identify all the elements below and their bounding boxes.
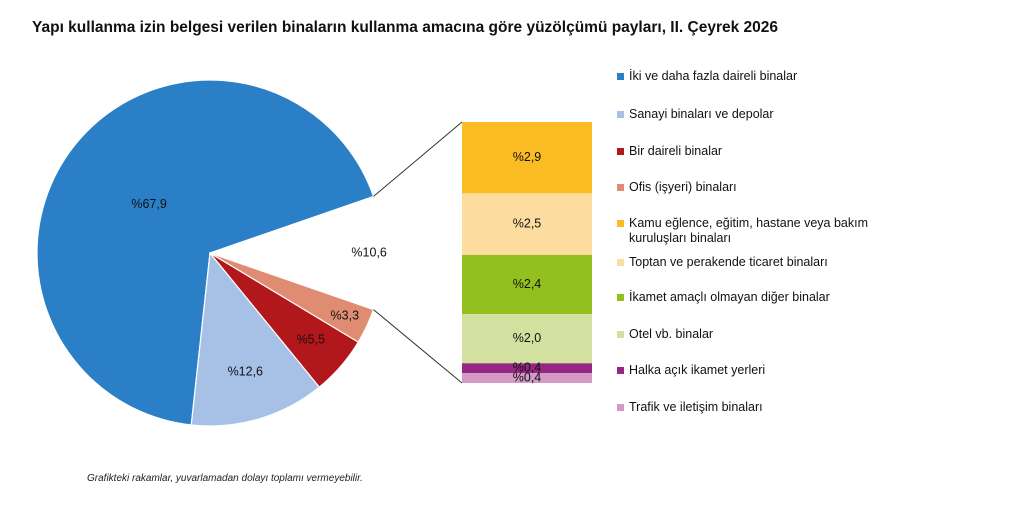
pie-slice-label: %5,5 xyxy=(296,332,325,346)
pie-slice xyxy=(190,251,321,427)
legend-swatch xyxy=(617,220,624,227)
legend-label: Kamu eğlence, eğitim, hastane veya bakım… xyxy=(629,216,869,245)
pie-slice-label: %12,6 xyxy=(228,365,263,379)
pie-group: %67,9 %12,6 %5,5 %3,3 %10,6 xyxy=(36,79,387,427)
bar-segment xyxy=(462,373,592,383)
bar-segment-label: %2,4 xyxy=(513,277,542,291)
pie-slice-label: %67,9 xyxy=(131,197,166,211)
bar-segment-label: %0,4 xyxy=(513,370,542,384)
legend-item: Bir daireli binalar xyxy=(617,144,869,159)
bar-segment xyxy=(462,363,592,374)
legend-swatch xyxy=(617,73,624,80)
legend-label: Halka açık ikamet yerleri xyxy=(629,363,766,377)
bar-segment xyxy=(462,122,592,194)
pie-slice xyxy=(36,79,375,426)
bar-segment-label: %0,4 xyxy=(513,360,542,374)
legend-label: Ofis (işyeri) binaları xyxy=(629,180,737,194)
pie-slice xyxy=(209,252,375,343)
pie-slice-label: %3,3 xyxy=(331,308,360,322)
legend-label: Bir daireli binalar xyxy=(629,144,723,158)
legend-swatch xyxy=(617,367,624,374)
legend-swatch xyxy=(617,404,624,411)
legend-item: İki ve daha fazla daireli binalar xyxy=(617,69,869,84)
bar-segment-label: %2,0 xyxy=(513,331,542,345)
bar-segment xyxy=(462,314,592,364)
other-slice-label: %10,6 xyxy=(351,245,386,259)
legend-item: Halka açık ikamet yerleri xyxy=(617,363,869,378)
legend-item: Trafik ve iletişim binaları xyxy=(617,400,869,415)
chart-title: Yapı kullanma izin belgesi verilen binal… xyxy=(32,19,779,36)
connector-line-top xyxy=(373,121,463,197)
legend-swatch xyxy=(617,294,624,301)
legend-item: Kamu eğlence, eğitim, hastane veya bakım… xyxy=(617,216,869,246)
legend-item: Toptan ve perakende ticaret binaları xyxy=(617,255,869,270)
legend-item: İkamet amaçlı olmayan diğer binalar xyxy=(617,290,869,305)
footnote: Grafikteki rakamlar, yuvarlamadan dolayı… xyxy=(87,473,363,484)
bar-segment-label: %2,5 xyxy=(513,216,542,230)
bar-segment xyxy=(462,193,592,255)
connector-lines xyxy=(373,121,463,384)
legend-label: Toptan ve perakende ticaret binaları xyxy=(629,255,828,269)
legend-item: Ofis (işyeri) binaları xyxy=(617,180,869,195)
bar-segment xyxy=(462,254,592,315)
connector-line-bottom xyxy=(373,309,463,384)
breakdown-bar: %2,9 %2,5 %2,4 %2,0 %0,4%0,4 xyxy=(462,122,592,384)
legend-swatch xyxy=(617,148,624,155)
legend-swatch xyxy=(617,331,624,338)
legend-label: İkamet amaçlı olmayan diğer binalar xyxy=(629,290,830,304)
legend-swatch xyxy=(617,184,624,191)
legend-label: İki ve daha fazla daireli binalar xyxy=(629,69,798,83)
legend-label: Trafik ve iletişim binaları xyxy=(629,400,763,414)
legend-label: Sanayi binaları ve depolar xyxy=(629,107,774,121)
legend-item: Otel vb. binalar xyxy=(617,327,869,342)
legend-swatch xyxy=(617,111,624,118)
legend-label: Otel vb. binalar xyxy=(629,327,714,341)
bar-segment-label: %2,9 xyxy=(513,150,542,164)
legend-item: Sanayi binaları ve depolar xyxy=(617,107,869,122)
legend-swatch xyxy=(617,259,624,266)
